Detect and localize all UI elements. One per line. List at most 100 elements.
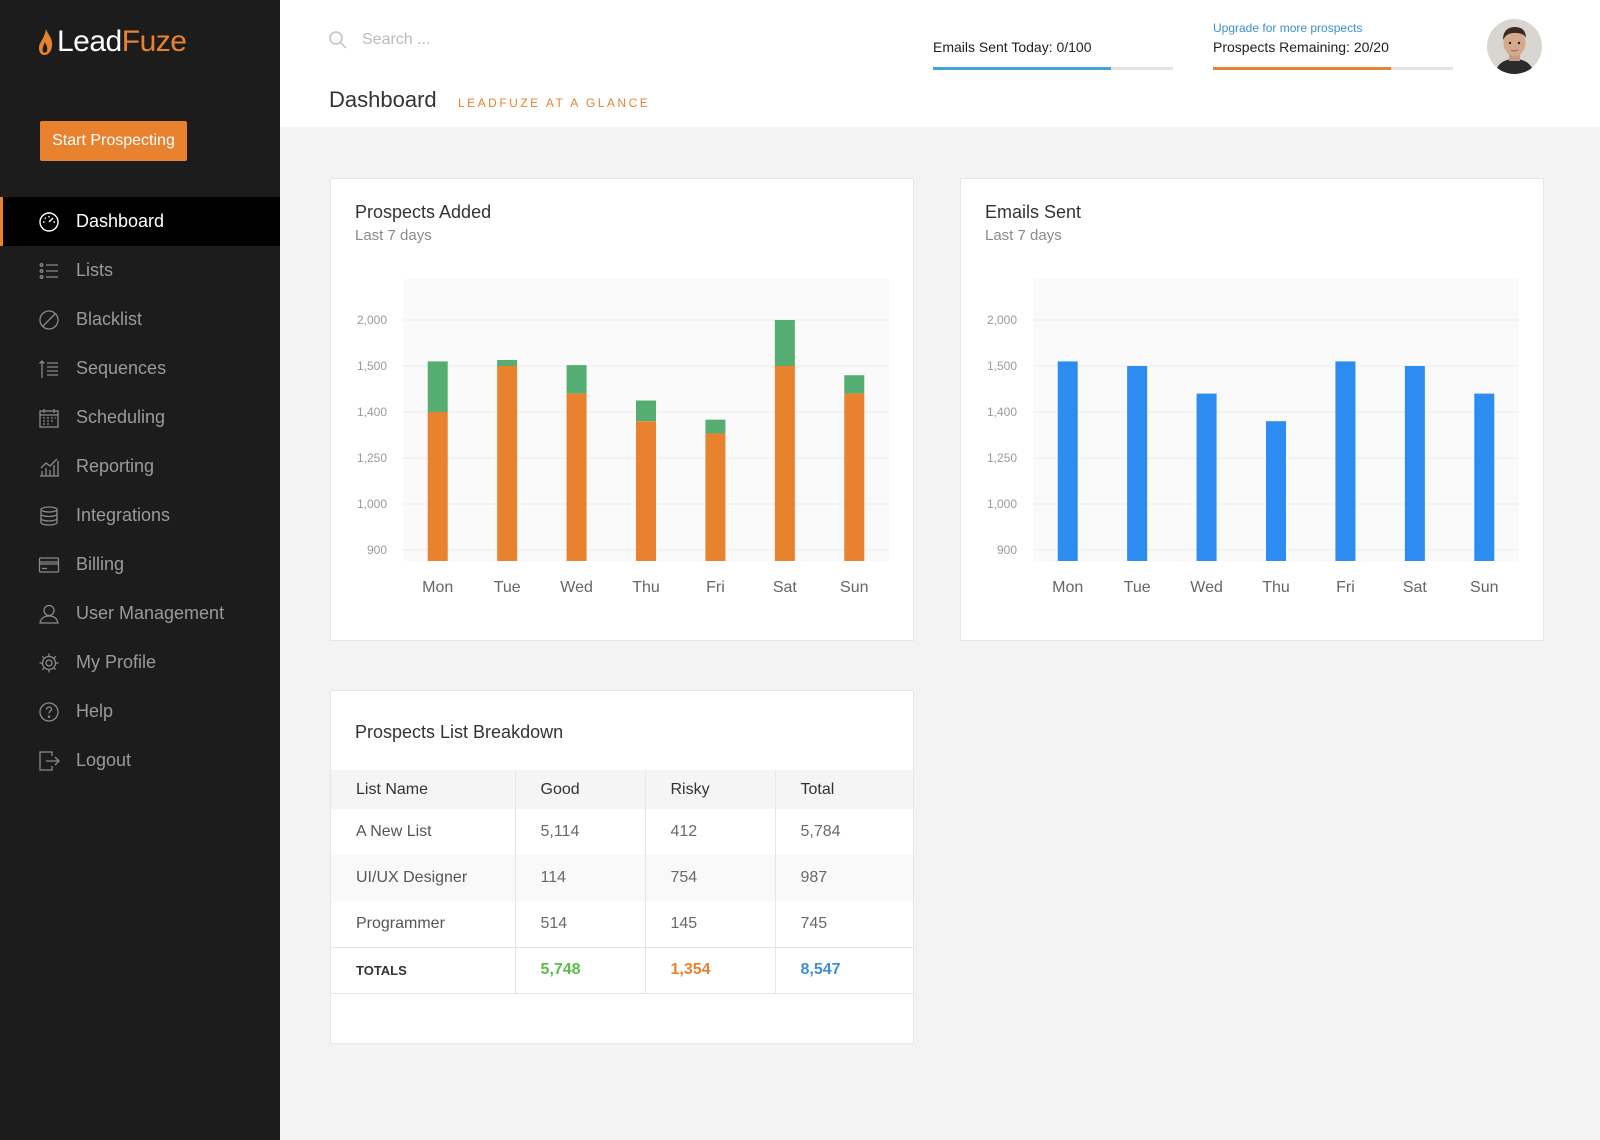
sidebar-item-label: My Profile [76, 652, 157, 672]
column-header[interactable]: Risky [645, 770, 776, 809]
user-icon [38, 603, 60, 625]
y-tick-label: 900 [997, 543, 1017, 557]
good-cell: 114 [515, 855, 646, 901]
sidebar-item-my-profile[interactable]: My Profile [0, 638, 280, 687]
bar-segment-bottom [636, 421, 656, 561]
sidebar-item-integrations[interactable]: Integrations [0, 491, 280, 540]
list-name-cell[interactable]: Programmer [331, 901, 516, 947]
credit-card-icon [38, 554, 60, 576]
bar [1404, 366, 1425, 561]
logo-text-fuze: Fuze [121, 25, 187, 58]
sidebar-item-lists[interactable]: Lists [0, 246, 280, 295]
emails-sent-chart: 2,000 1,500 1,400 1,250 1,000 900 Mon Tue Wed Thu… [987, 279, 1519, 596]
x-tick-label: Thu [1262, 579, 1290, 596]
column-header[interactable]: List Name [331, 770, 516, 809]
prospects-progress-fill [1213, 67, 1391, 70]
database-icon [38, 505, 60, 527]
bar [1196, 393, 1217, 561]
y-tick-label: 1,250 [987, 451, 1017, 465]
list-icon [38, 260, 60, 282]
total-cell: 745 [800, 914, 828, 932]
search-input[interactable] [362, 31, 562, 49]
bar-segment-top [427, 361, 448, 412]
sidebar-item-user-management[interactable]: User Management [0, 589, 280, 638]
y-tick-label: 2,000 [357, 313, 387, 327]
good-cell: 5,114 [515, 809, 646, 855]
bar-segment-top [636, 400, 656, 422]
risky-cell: 145 [645, 901, 776, 947]
sidebar-item-label: Dashboard [76, 211, 165, 231]
totals-row: TOTALS 5,748 1,354 8,547 [331, 946, 913, 994]
table-header-row: List Name Good Risky Total [331, 770, 913, 809]
bar-segment-top [844, 375, 865, 394]
x-tick-label: Mon [1052, 579, 1083, 596]
y-tick-label: 1,400 [357, 405, 387, 419]
y-tick-label: 1,500 [357, 359, 387, 373]
emails-sent-card: Emails Sent Last 7 days 2,000 1,500 1,400 1… [960, 178, 1544, 641]
risky-cell: 754 [645, 855, 776, 901]
sidebar-item-scheduling[interactable]: Scheduling [0, 393, 280, 442]
bar-chart-icon [38, 456, 60, 478]
emails-sent-title: Emails Sent [985, 202, 1082, 222]
x-tick-label: Mon [422, 579, 453, 596]
sidebar-item-help[interactable]: Help [0, 687, 280, 736]
prospects-added-card: Prospects Added Last 7 days 2,000 1,500 1,… [330, 178, 914, 641]
sidebar-item-billing[interactable]: Billing [0, 540, 280, 589]
sidebar-item-label: Scheduling [76, 407, 166, 427]
sidebar-item-logout[interactable]: Logout [0, 736, 280, 785]
y-tick-label: 1,000 [987, 497, 1017, 511]
sidebar-item-reporting[interactable]: Reporting [0, 442, 280, 491]
prospects-remaining-label: Prospects Remaining: 20/20 [1213, 39, 1389, 55]
totals-label: TOTALS [331, 946, 516, 994]
prospects-progress-track [1213, 67, 1453, 70]
emails-progress-fill [933, 67, 1111, 70]
sidebar-item-label: Reporting [76, 456, 155, 476]
sidebar-item-dashboard[interactable]: Dashboard [0, 197, 280, 246]
bar-segment-bottom [705, 433, 726, 561]
table-row[interactable]: Programmer 514 145 745 [331, 901, 913, 947]
leadfuze-logo[interactable]: Lead Fuze [38, 24, 187, 60]
sidebar-item-label: Lists [76, 260, 114, 280]
prospects-added-title: Prospects Added [355, 202, 492, 222]
table-row[interactable]: A New List 5,114 412 5,784 [331, 809, 913, 855]
y-tick-label: 2,000 [987, 313, 1017, 327]
x-tick-label: Tue [494, 579, 521, 596]
bar [1474, 393, 1495, 561]
list-name-cell[interactable]: A New List [331, 809, 516, 855]
sidebar-item-label: Integrations [76, 505, 171, 525]
user-avatar[interactable] [1487, 19, 1542, 74]
bar [1057, 361, 1078, 561]
bar-segment-bottom [566, 393, 587, 561]
bar-segment-top [497, 360, 518, 366]
bar-segment-bottom [427, 412, 448, 561]
upgrade-link[interactable]: Upgrade for more prospects [1213, 21, 1363, 35]
sidebar: Lead Fuze Start Prospecting Dashboard Lis… [0, 0, 280, 1140]
help-circle-icon [38, 701, 60, 723]
column-header[interactable]: Good [515, 770, 646, 809]
logo-text-lead: Lead [57, 25, 122, 58]
list-name-cell[interactable]: UI/UX Designer [331, 855, 516, 901]
sidebar-item-sequences[interactable]: Sequences [0, 344, 280, 393]
prospects-added-subtitle: Last 7 days [355, 227, 432, 244]
dashboard-gauge-icon [38, 211, 60, 233]
bar-segment-top [705, 419, 726, 434]
gear-icon [38, 652, 60, 674]
x-tick-label: Wed [560, 579, 593, 596]
prospects-list-breakdown-card: Prospects List Breakdown List Name Good … [330, 690, 914, 1044]
totals-total: 8,547 [775, 946, 913, 994]
x-tick-label: Fri [706, 579, 725, 596]
start-prospecting-button[interactable]: Start Prospecting [40, 121, 187, 161]
column-header[interactable]: Total [775, 770, 913, 809]
bar-segment-top [774, 320, 795, 366]
top-header: Emails Sent Today: 0/100 Upgrade for mor… [280, 0, 1600, 127]
y-tick-label: 1,400 [987, 405, 1017, 419]
table-row[interactable]: UI/UX Designer 114 754 987 [331, 855, 913, 901]
bar [1266, 421, 1286, 561]
block-icon [38, 309, 60, 331]
x-tick-label: Sun [1470, 579, 1498, 596]
page-subtitle: LEADFUZE AT A GLANCE [458, 96, 651, 110]
y-tick-label: 1,500 [987, 359, 1017, 373]
total-cell: 5,784 [800, 823, 841, 840]
sidebar-item-blacklist[interactable]: Blacklist [0, 295, 280, 344]
calendar-icon [38, 407, 60, 429]
